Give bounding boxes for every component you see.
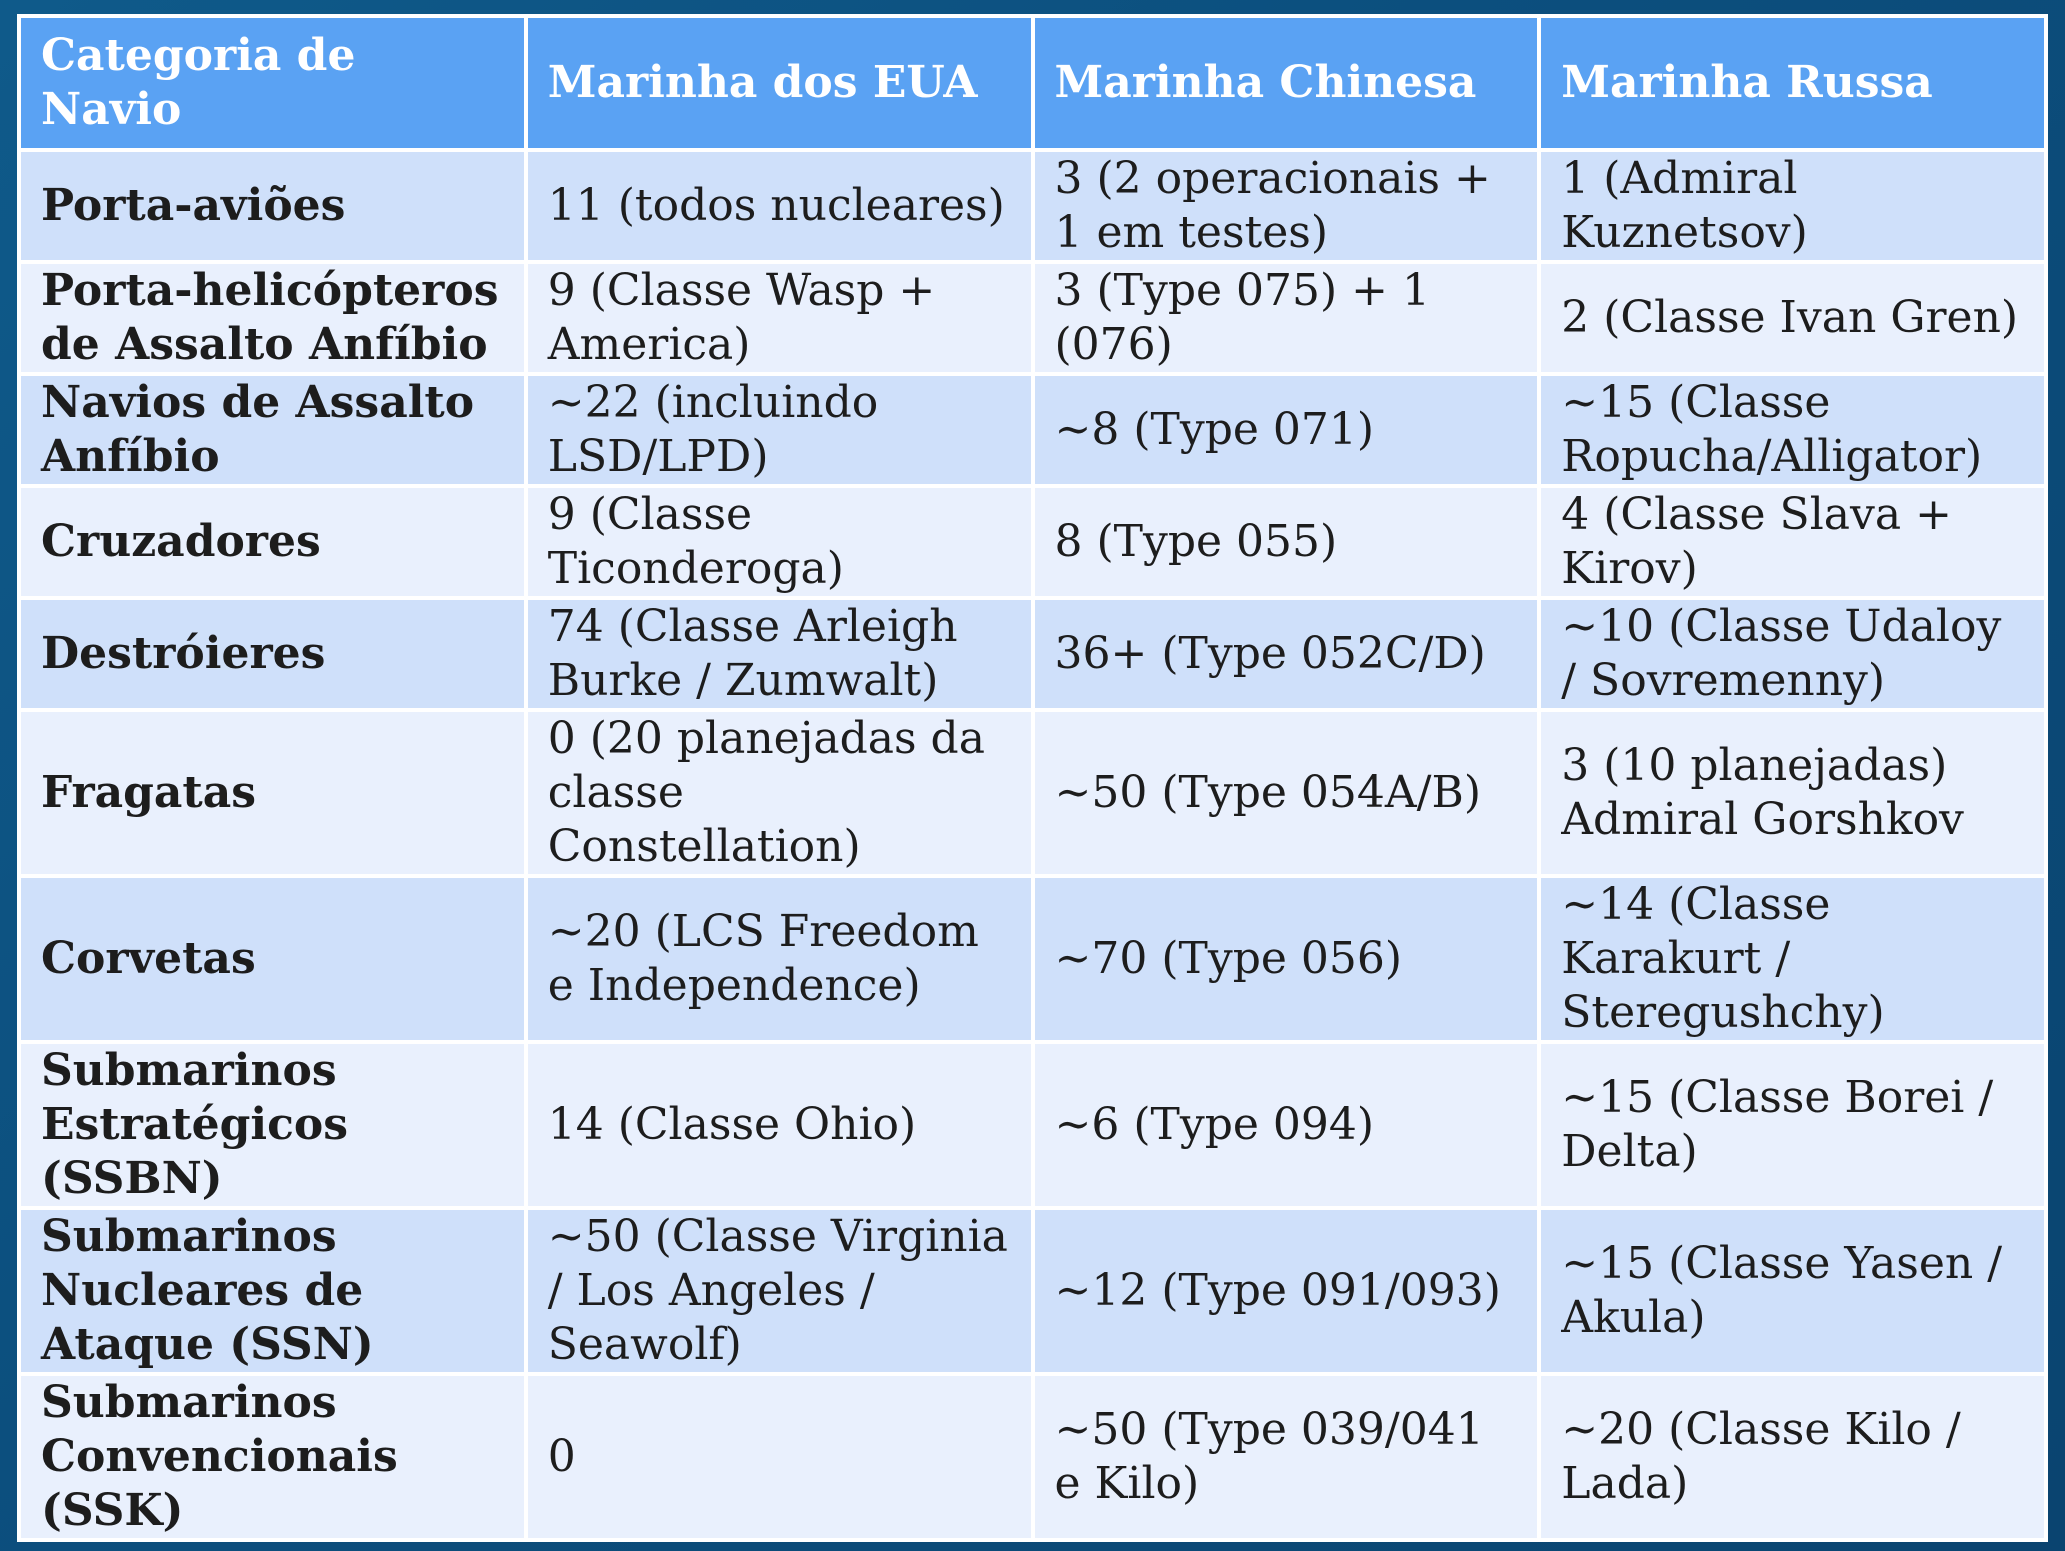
row-category: Destróieres xyxy=(21,600,524,708)
row-category: Submarinos Nucleares de Ataque (SSN) xyxy=(21,1210,524,1372)
table-row: Submarinos Convencionais (SSK) 0 ~50 (Ty… xyxy=(21,1376,2044,1538)
table-body: Porta-aviões 11 (todos nucleares) 3 (2 o… xyxy=(21,152,2044,1538)
cell-us: ~20 (LCS Freedom e Independence) xyxy=(527,878,1031,1040)
header-ship-category: Categoria de Navio xyxy=(21,18,524,148)
table-row: Cruzadores 9 (Classe Ticonderoga) 8 (Typ… xyxy=(21,488,2044,596)
cell-us: 9 (Classe Ticonderoga) xyxy=(527,488,1031,596)
row-category: Submarinos Estratégicos (SSBN) xyxy=(21,1044,524,1206)
cell-us: 9 (Classe Wasp + America) xyxy=(527,264,1031,372)
cell-china: ~50 (Type 039/041 e Kilo) xyxy=(1034,1376,1538,1538)
cell-us: 0 xyxy=(527,1376,1031,1538)
row-category: Fragatas xyxy=(21,712,524,874)
cell-china: ~70 (Type 056) xyxy=(1034,878,1538,1040)
table-row: Corvetas ~20 (LCS Freedom e Independence… xyxy=(21,878,2044,1040)
table-header: Categoria de Navio Marinha dos EUA Marin… xyxy=(21,18,2044,148)
cell-china: ~12 (Type 091/093) xyxy=(1034,1210,1538,1372)
table-row: Destróieres 74 (Classe Arleigh Burke / Z… xyxy=(21,600,2044,708)
cell-china: ~8 (Type 071) xyxy=(1034,376,1538,484)
cell-russia: ~10 (Classe Udaloy / Sovremenny) xyxy=(1541,600,2044,708)
row-category: Porta-aviões xyxy=(21,152,524,260)
cell-china: ~6 (Type 094) xyxy=(1034,1044,1538,1206)
cell-us: 0 (20 planejadas da classe Constellation… xyxy=(527,712,1031,874)
row-category: Porta-helicópteros de Assalto Anfíbio xyxy=(21,264,524,372)
cell-china: 8 (Type 055) xyxy=(1034,488,1538,596)
row-category: Corvetas xyxy=(21,878,524,1040)
cell-russia: 1 (Admiral Kuznetsov) xyxy=(1541,152,2044,260)
table-row: Navios de Assalto Anfíbio ~22 (incluindo… xyxy=(21,376,2044,484)
row-category: Submarinos Convencionais (SSK) xyxy=(21,1376,524,1538)
header-russian-navy: Marinha Russa xyxy=(1541,18,2044,148)
cell-russia: ~15 (Classe Yasen / Akula) xyxy=(1541,1210,2044,1372)
cell-china: 3 (Type 075) + 1 (076) xyxy=(1034,264,1538,372)
cell-us: ~50 (Classe Virginia / Los Angeles / Sea… xyxy=(527,1210,1031,1372)
row-category: Cruzadores xyxy=(21,488,524,596)
table-row: Submarinos Estratégicos (SSBN) 14 (Class… xyxy=(21,1044,2044,1206)
cell-russia: ~20 (Classe Kilo / Lada) xyxy=(1541,1376,2044,1538)
cell-china: ~50 (Type 054A/B) xyxy=(1034,712,1538,874)
cell-us: 74 (Classe Arleigh Burke / Zumwalt) xyxy=(527,600,1031,708)
cell-us: 11 (todos nucleares) xyxy=(527,152,1031,260)
cell-russia: 4 (Classe Slava + Kirov) xyxy=(1541,488,2044,596)
cell-china: 36+ (Type 052C/D) xyxy=(1034,600,1538,708)
cell-us: ~22 (incluindo LSD/LPD) xyxy=(527,376,1031,484)
cell-us: 14 (Classe Ohio) xyxy=(527,1044,1031,1206)
cell-russia: ~14 (Classe Karakurt / Steregushchy) xyxy=(1541,878,2044,1040)
table-row: Porta-aviões 11 (todos nucleares) 3 (2 o… xyxy=(21,152,2044,260)
cell-russia: ~15 (Classe Borei / Delta) xyxy=(1541,1044,2044,1206)
header-us-navy: Marinha dos EUA xyxy=(527,18,1031,148)
header-row: Categoria de Navio Marinha dos EUA Marin… xyxy=(21,18,2044,148)
table-row: Submarinos Nucleares de Ataque (SSN) ~50… xyxy=(21,1210,2044,1372)
cell-russia: ~15 (Classe Ropucha/Alligator) xyxy=(1541,376,2044,484)
cell-russia: 3 (10 planejadas) Admiral Gorshkov xyxy=(1541,712,2044,874)
cell-russia: 2 (Classe Ivan Gren) xyxy=(1541,264,2044,372)
row-category: Navios de Assalto Anfíbio xyxy=(21,376,524,484)
comparison-table-container: Categoria de Navio Marinha dos EUA Marin… xyxy=(17,14,2048,1542)
table-row: Fragatas 0 (20 planejadas da classe Cons… xyxy=(21,712,2044,874)
header-chinese-navy: Marinha Chinesa xyxy=(1034,18,1538,148)
cell-china: 3 (2 operacionais + 1 em testes) xyxy=(1034,152,1538,260)
naval-comparison-table: Categoria de Navio Marinha dos EUA Marin… xyxy=(17,14,2048,1542)
table-row: Porta-helicópteros de Assalto Anfíbio 9 … xyxy=(21,264,2044,372)
